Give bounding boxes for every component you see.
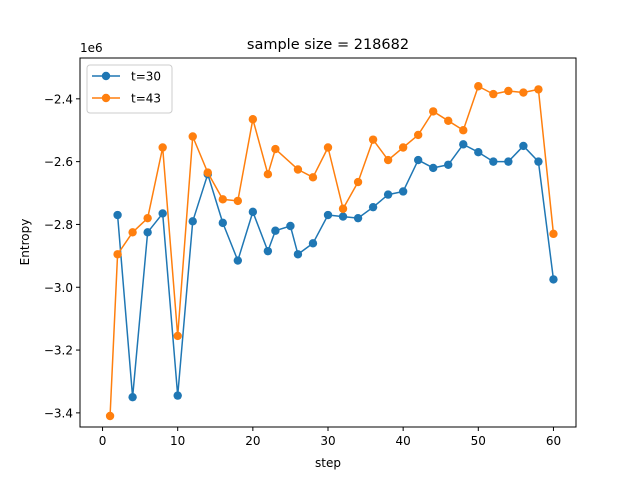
series-2-point [489,89,498,99]
series-1-point [128,392,137,402]
legend: t=30 t=43 [86,64,173,114]
x-tick-label: 40 [396,434,411,448]
series-1-point [444,160,453,169]
y-tick-label: −3.0 [44,281,73,295]
series-2-point [293,165,303,174]
y-axis-multiplier-label: 1e6 [80,41,103,55]
series-2-point [413,130,423,140]
series-1-point [143,228,152,237]
series-2-point [549,229,558,239]
x-tick-label: 30 [320,434,335,448]
series-2-point [203,168,212,177]
series-2-point [188,132,197,141]
series-layer [105,82,558,421]
series-1-point [113,210,122,220]
series-2-point [323,143,333,152]
series-1-point [338,212,348,221]
series-1-point [248,207,258,217]
series-2-point [338,204,348,213]
legend-swatch-marker [101,93,111,103]
series-2-point [474,82,483,91]
series-1-point [398,187,408,196]
series-2-point [113,250,122,259]
legend-swatch-marker [101,71,111,81]
series-1-point [413,155,423,165]
y-axis-label: Entropy [18,219,32,266]
series-1-point [549,275,558,284]
x-tick-label: 10 [170,434,185,448]
series-2-point [459,126,468,135]
series-2-point [519,88,528,97]
series-2-point [444,116,453,126]
series-1-point [308,239,318,248]
series-1-point [173,391,182,400]
y-axis-ticks: −3.4 −3.2 −3.0 −2.8 −2.6 −2.4 [44,92,80,420]
series-1-point [368,202,378,212]
series-2-point [398,143,408,152]
series-2-point [368,135,378,144]
x-tick-label: 20 [245,434,260,448]
series-1-point [353,213,363,223]
series-2-point [218,195,227,204]
series-2-point [143,213,152,223]
series-2-point [353,177,363,187]
series-2-point [308,173,318,182]
series-1-point [383,190,393,199]
series-1-point [504,157,513,166]
series-1-point [218,218,227,228]
legend-entry-label: t=30 [131,70,161,84]
series-2-point [271,144,280,154]
series-1-point [188,217,197,226]
series-2-point [233,196,243,206]
series-1-point [429,163,438,173]
series-2-point [158,143,167,152]
x-axis-ticks: 0 10 20 30 40 50 60 [99,427,561,448]
series-1-point [459,140,468,149]
x-tick-label: 0 [99,434,107,448]
series-2-point [534,85,543,94]
x-axis-label: step [315,456,341,470]
series-1-point [286,221,295,231]
x-tick-label: 60 [546,434,561,448]
series-1-point [293,250,303,259]
series-2-point [383,155,393,165]
series-1-point [489,157,498,166]
y-tick-label: −2.4 [44,92,73,106]
y-tick-label: −2.6 [44,155,73,169]
legend-entry-label: t=43 [131,92,161,106]
series-1-point [474,148,483,157]
series-2-point [173,331,182,341]
series-1-point [534,157,543,166]
chart-title: sample size = 218682 [247,37,409,53]
series-1-point [323,210,333,220]
series-1-point [158,209,167,218]
series-2-point [105,411,115,421]
series-1-point [271,226,280,235]
y-tick-label: −3.4 [44,406,73,420]
y-tick-label: −3.2 [44,344,73,358]
series-2-point [504,86,513,96]
series-2-point [263,170,273,179]
series-1-point [519,141,528,151]
series-2-point [248,115,258,124]
x-tick-label: 50 [471,434,486,448]
series-2-point [429,107,438,116]
y-tick-label: −2.8 [44,218,73,232]
series-1-point [233,256,243,265]
series-1-point [263,246,273,256]
series-2-point [128,228,137,237]
